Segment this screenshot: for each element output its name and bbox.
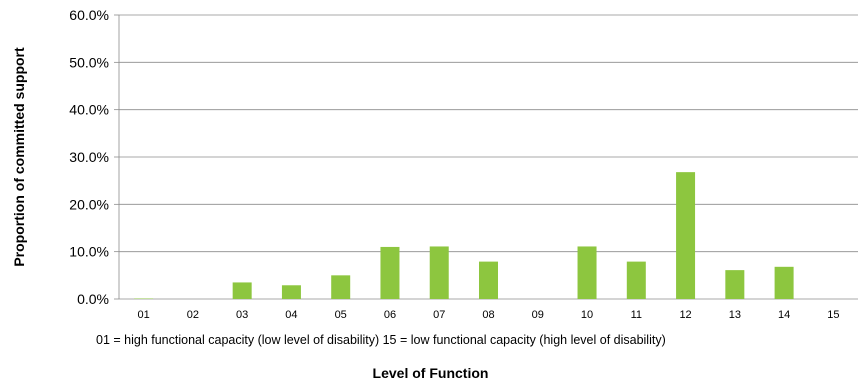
bar-12 — [676, 172, 695, 299]
x-tick-label: 10 — [581, 309, 593, 321]
x-tick-label: 06 — [384, 309, 396, 321]
bar-10 — [578, 246, 597, 299]
y-tick-label: 50.0% — [69, 54, 109, 70]
x-tick-label: 12 — [679, 309, 691, 321]
y-tick-label: 10.0% — [69, 244, 109, 260]
y-tick-label: 40.0% — [69, 102, 109, 118]
x-tick-label: 14 — [778, 309, 790, 321]
y-axis-label: Proportion of committed support — [11, 47, 27, 267]
x-tick-label: 05 — [335, 309, 347, 321]
bar-08 — [479, 262, 498, 299]
x-tick-label: 01 — [138, 309, 150, 321]
scale-note: 01 = high functional capacity (low level… — [96, 333, 666, 347]
y-tick-label: 0.0% — [77, 291, 109, 307]
x-tick-label: 02 — [187, 309, 199, 321]
x-tick-label: 11 — [631, 309, 642, 321]
tick-labels: 0.0% 10.0% 20.0% 30.0% 40.0% 50.0% 60.0% 01 02 03… — [69, 7, 839, 321]
bar-07 — [430, 246, 449, 299]
bar-14 — [775, 267, 794, 299]
bar-05 — [331, 275, 350, 299]
bars — [134, 172, 793, 299]
x-tick-label: 08 — [482, 309, 494, 321]
y-tick-label: 20.0% — [69, 196, 109, 212]
bar-13 — [725, 270, 744, 299]
x-tick-label: 03 — [236, 309, 248, 321]
x-tick-label: 15 — [827, 309, 839, 321]
y-tick-label: 60.0% — [69, 7, 109, 23]
bar-06 — [380, 247, 399, 299]
gridlines — [119, 15, 858, 252]
x-axis-label: Level of Function — [0, 365, 861, 381]
x-tick-label: 04 — [285, 309, 297, 321]
bar-11 — [627, 262, 646, 299]
x-tick-label: 13 — [729, 309, 741, 321]
y-tick-label: 30.0% — [69, 149, 109, 165]
x-tick-label: 07 — [433, 309, 445, 321]
bar-04 — [282, 285, 301, 299]
x-tick-label: 09 — [532, 309, 544, 321]
bar-03 — [233, 282, 252, 299]
